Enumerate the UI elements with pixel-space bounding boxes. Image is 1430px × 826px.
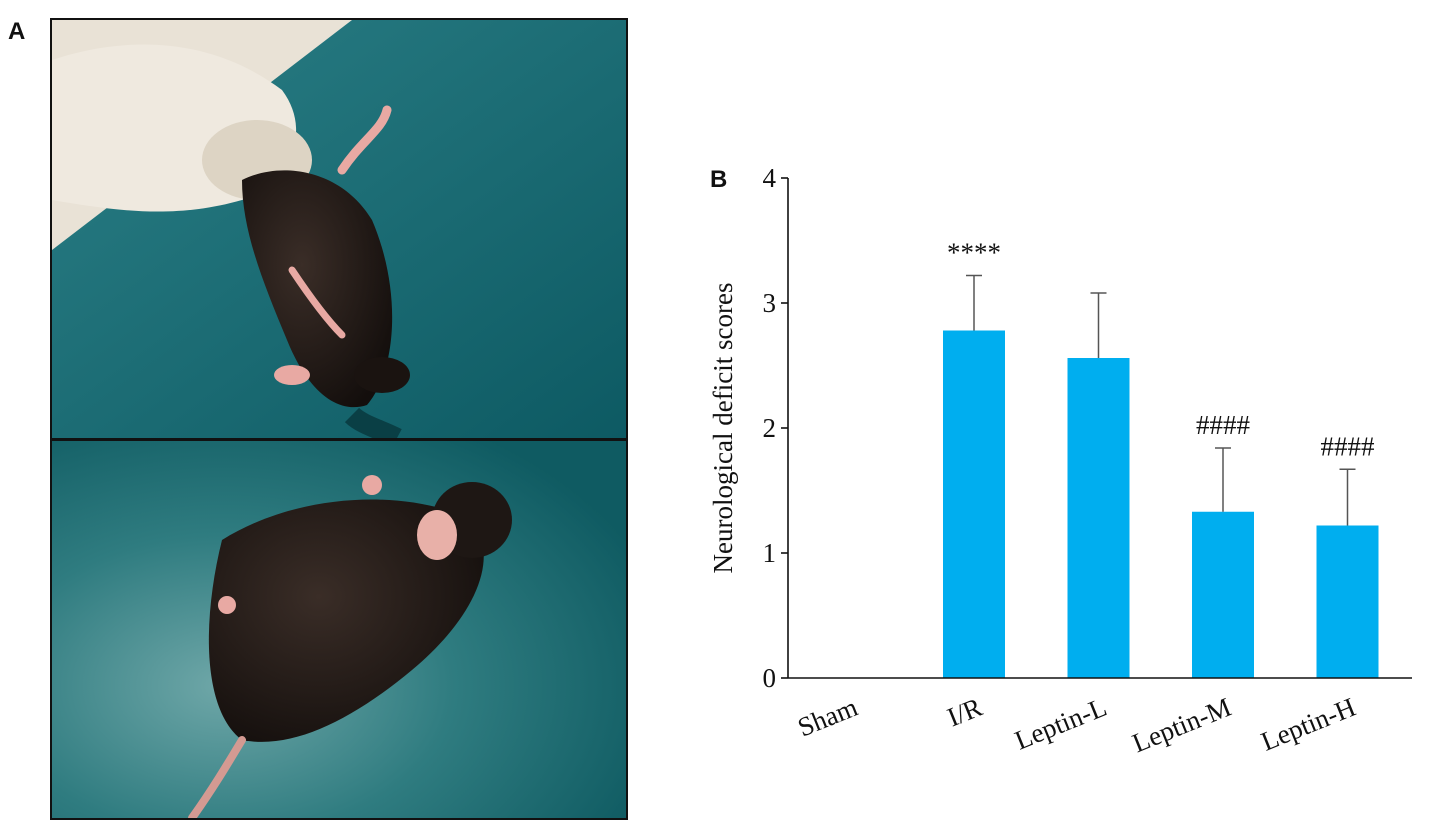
panel-b-label: B xyxy=(710,166,728,193)
y-tick-label: 4 xyxy=(763,163,777,193)
y-axis-label: Neurological deficit scores xyxy=(708,283,738,574)
x-tick-label: Leptin-M xyxy=(1128,692,1235,759)
bar xyxy=(1192,511,1254,678)
y-tick-label: 3 xyxy=(763,288,777,318)
x-tick-label: I/R xyxy=(943,692,986,733)
bars-layer xyxy=(943,330,1379,678)
y-tick-label: 0 xyxy=(763,663,777,693)
bar xyxy=(1316,525,1379,678)
significance-annotation: **** xyxy=(947,238,1001,268)
bar xyxy=(1067,358,1130,678)
bar xyxy=(943,330,1005,678)
x-tick-label: Leptin-H xyxy=(1257,692,1360,757)
mouse-photo-illustration xyxy=(52,20,626,818)
y-tick-label: 1 xyxy=(763,538,777,568)
x-tick-label: Sham xyxy=(793,692,861,743)
axes-layer xyxy=(781,177,1412,679)
significance-annotation: #### xyxy=(1321,431,1376,461)
x-tick-label: Leptin-L xyxy=(1011,692,1111,756)
significance-annotation: #### xyxy=(1196,410,1251,440)
photo-top-hanging-mouse xyxy=(52,20,626,447)
y-tick-label: 2 xyxy=(763,413,777,443)
mouse-photo-panel xyxy=(50,18,628,820)
photo-bottom-walking-mouse xyxy=(52,441,626,818)
error-bars-layer xyxy=(966,274,1356,526)
neurological-score-bar-chart: 0 1 2 3 4 Sham **** I/R Leptin-L #### Leptin-M ####… xyxy=(708,163,1412,759)
panel-a-label: A xyxy=(8,18,26,45)
